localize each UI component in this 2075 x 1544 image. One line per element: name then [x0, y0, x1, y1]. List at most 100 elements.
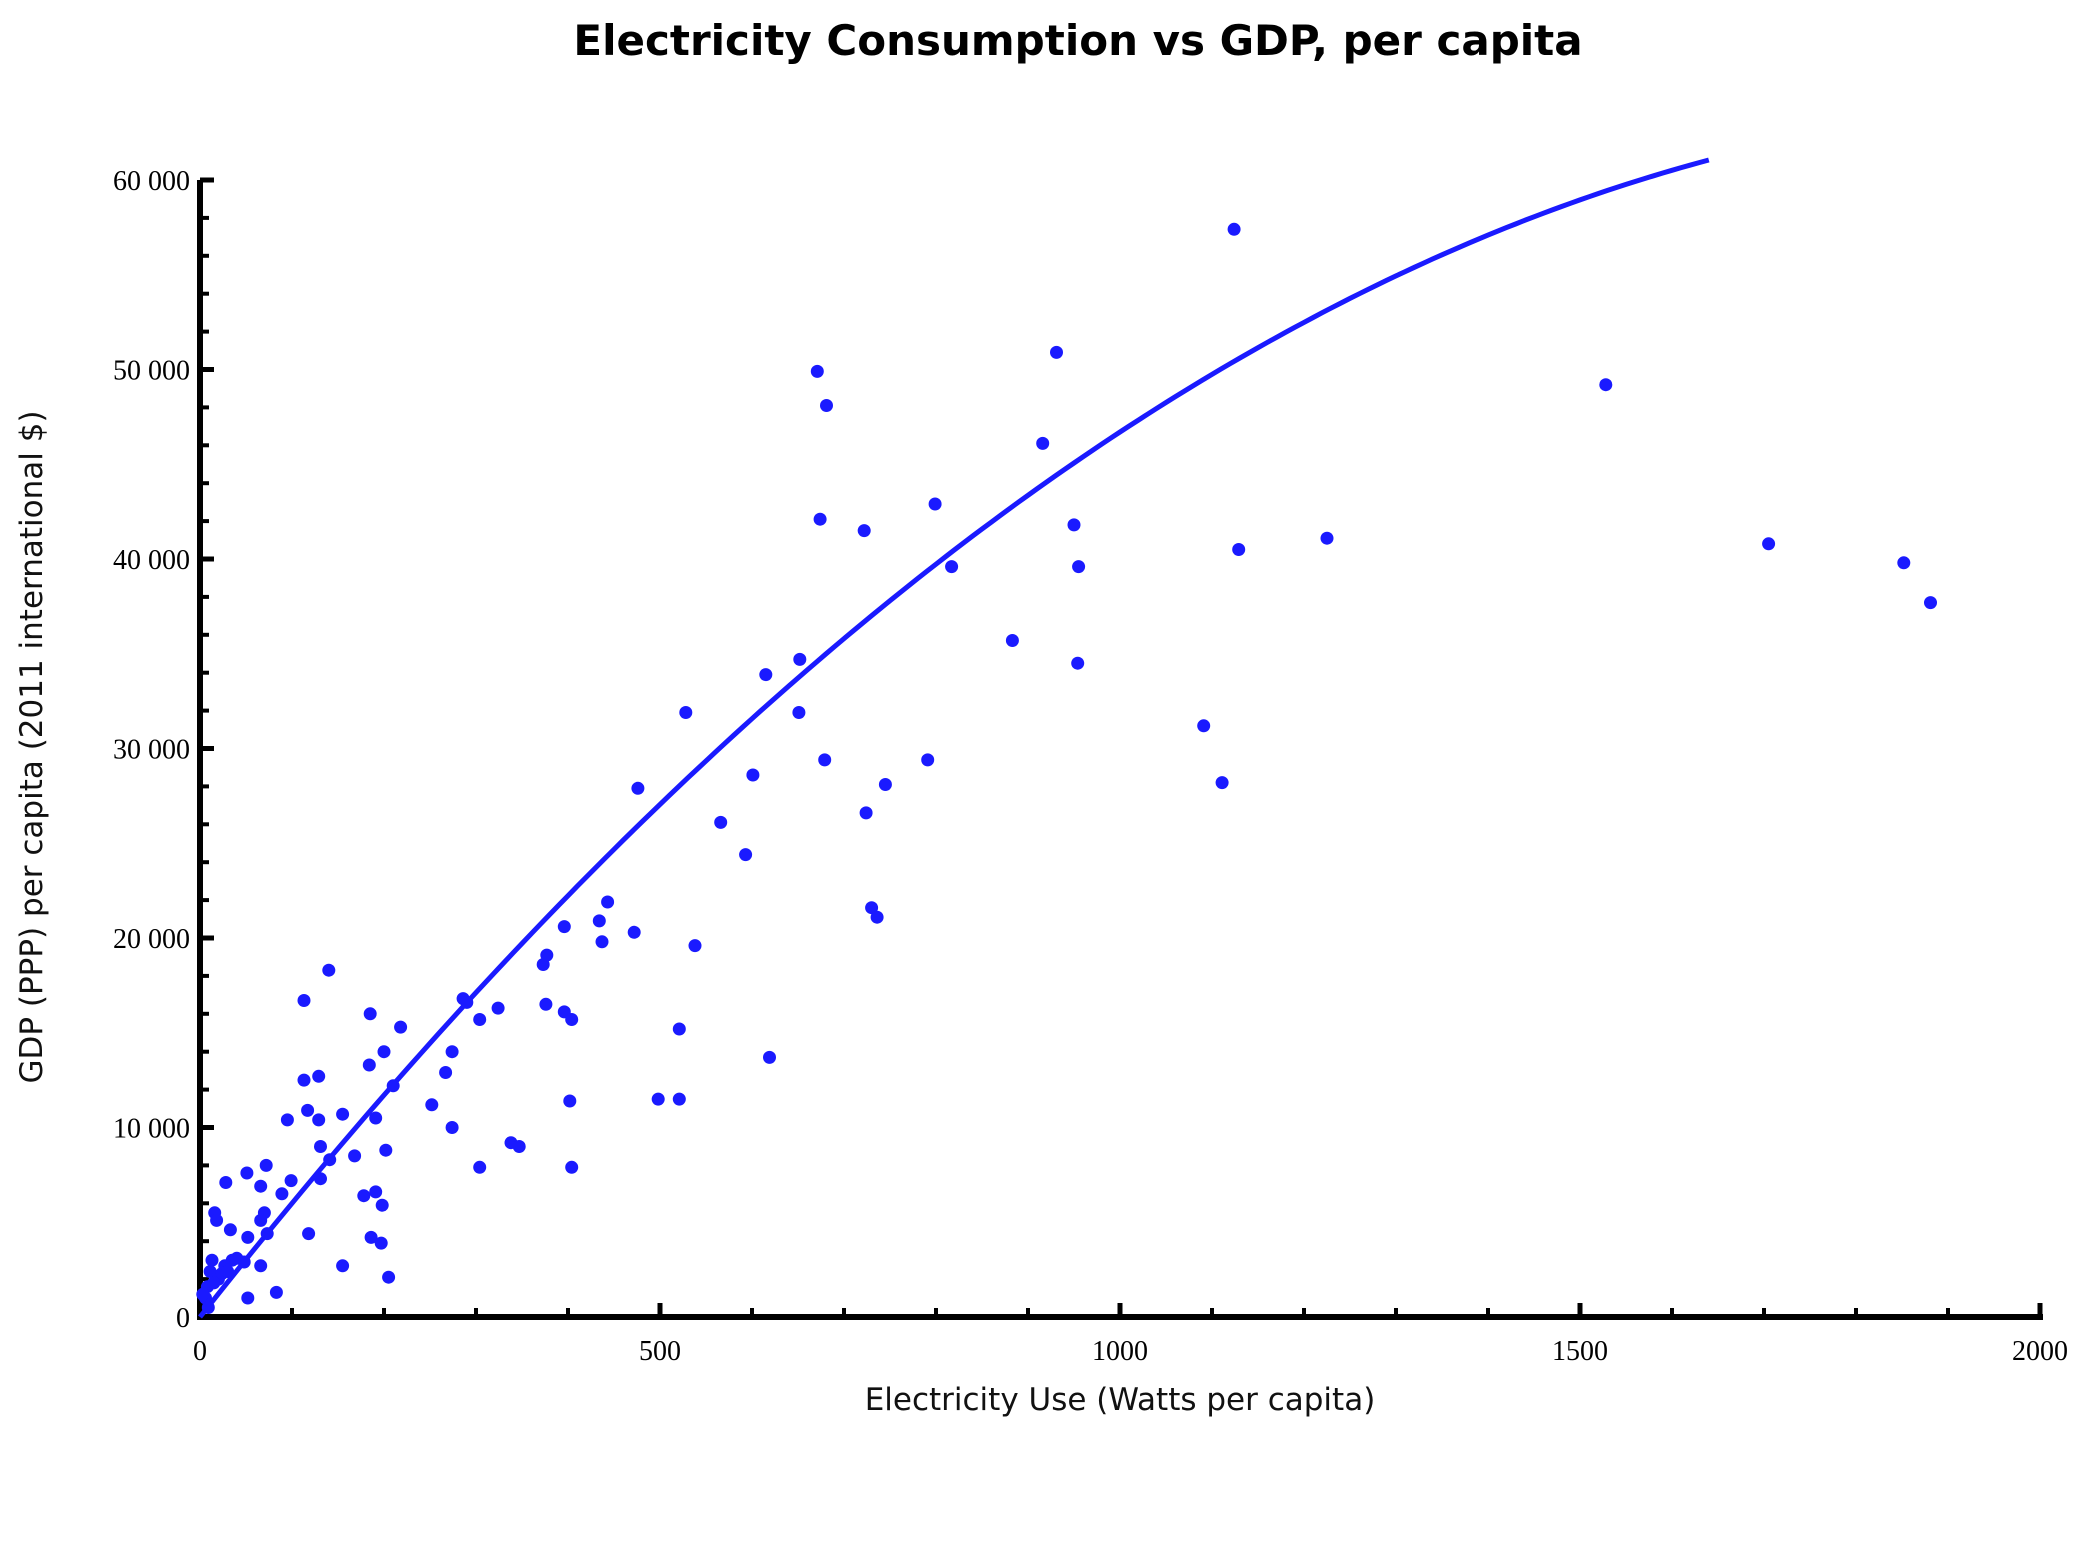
x-tick-label: 0 — [193, 1336, 207, 1367]
data-point — [1036, 436, 1050, 450]
data-point — [1924, 596, 1937, 610]
data-point — [369, 1185, 383, 1199]
data-point — [269, 1285, 283, 1299]
y-tick-label: 10 000 — [113, 1114, 190, 1145]
data-point — [314, 1140, 327, 1153]
axes — [197, 180, 2043, 1320]
data-point — [565, 1160, 579, 1174]
data-point — [297, 1073, 311, 1087]
data-point — [627, 925, 641, 939]
data-point — [631, 781, 645, 795]
data-point — [870, 910, 884, 924]
data-point — [201, 1301, 215, 1314]
y-tick-label: 30 000 — [113, 735, 190, 766]
data-point — [1071, 656, 1085, 670]
ticks: 0 500 1000 1500 2000 0 10 000 20 000 30 000 40 00… — [113, 166, 2068, 1367]
data-point — [196, 1287, 210, 1301]
data-point — [336, 1107, 350, 1121]
data-point — [857, 524, 871, 538]
data-point — [207, 1276, 221, 1290]
data-point — [210, 1213, 224, 1227]
data-point — [651, 1092, 665, 1106]
data-point — [1897, 556, 1911, 570]
data-point — [672, 1022, 686, 1036]
data-point — [203, 1265, 217, 1278]
data-point — [314, 1172, 327, 1186]
data-point — [512, 1140, 526, 1153]
x-tick-label: 500 — [639, 1336, 681, 1367]
data-point — [688, 939, 702, 953]
data-point — [1215, 776, 1229, 790]
data-point — [254, 1179, 268, 1193]
data-point — [1320, 531, 1334, 545]
fit-curve — [198, 157, 1710, 1319]
data-point — [818, 753, 832, 767]
data-point — [386, 1079, 400, 1093]
data-point — [1227, 222, 1241, 236]
data-point — [382, 1270, 396, 1284]
data-point — [1050, 345, 1063, 359]
data-point — [297, 994, 311, 1007]
data-point — [1005, 634, 1019, 647]
y-tick-label: 20 000 — [113, 924, 190, 955]
data-point — [275, 1187, 289, 1201]
data-point — [302, 1227, 316, 1241]
data-point — [601, 895, 615, 909]
data-point — [1599, 378, 1613, 392]
data-point — [301, 1103, 315, 1117]
data-point — [336, 1259, 350, 1273]
data-point — [679, 706, 693, 719]
data-point — [312, 1069, 326, 1083]
data-point — [348, 1149, 362, 1163]
data-point — [792, 706, 806, 719]
data-point — [312, 1113, 326, 1127]
data-point — [219, 1176, 233, 1189]
data-point — [362, 1058, 376, 1072]
data-point — [240, 1166, 254, 1180]
data-point — [322, 963, 336, 977]
data-point — [205, 1253, 219, 1267]
data-point — [254, 1213, 268, 1227]
data-point — [357, 1189, 371, 1203]
y-axis-label: GDP (PPP) per capita (2011 international… — [14, 410, 50, 1083]
data-point — [672, 1092, 686, 1106]
y-tick-label: 50 000 — [113, 356, 190, 387]
data-point — [928, 497, 942, 511]
data-point — [439, 1066, 453, 1079]
data-point — [369, 1111, 383, 1125]
data-point — [364, 1230, 378, 1244]
data-point — [810, 364, 824, 378]
data-point — [921, 753, 935, 767]
data-point — [221, 1265, 235, 1278]
data-point — [241, 1291, 255, 1305]
data-point — [595, 935, 609, 949]
data-point — [223, 1223, 237, 1237]
data-point — [284, 1174, 298, 1188]
data-point — [259, 1158, 273, 1172]
data-point — [1072, 560, 1086, 574]
data-point — [557, 920, 571, 934]
chart-title: Electricity Consumption vs GDP, per capi… — [573, 16, 1582, 65]
data-point — [565, 1013, 579, 1026]
y-tick-label: 0 — [176, 1303, 190, 1334]
data-point — [820, 399, 833, 412]
data-point — [859, 806, 873, 820]
data-point — [1197, 719, 1211, 733]
data-point — [375, 1198, 389, 1212]
data-point — [394, 1020, 408, 1034]
data-point — [460, 995, 474, 1009]
fit-line-group — [198, 157, 1710, 1319]
data-point — [865, 901, 879, 915]
data-point — [445, 1121, 459, 1134]
data-point — [241, 1230, 255, 1244]
data-point — [945, 560, 959, 574]
x-tick-label: 1500 — [1552, 1336, 1608, 1367]
data-point — [379, 1143, 393, 1157]
data-point — [540, 948, 554, 962]
data-point — [445, 1045, 459, 1059]
data-point — [539, 997, 553, 1011]
data-point — [260, 1227, 274, 1241]
data-point — [878, 778, 892, 791]
data-point — [280, 1113, 294, 1127]
data-point — [813, 512, 827, 526]
